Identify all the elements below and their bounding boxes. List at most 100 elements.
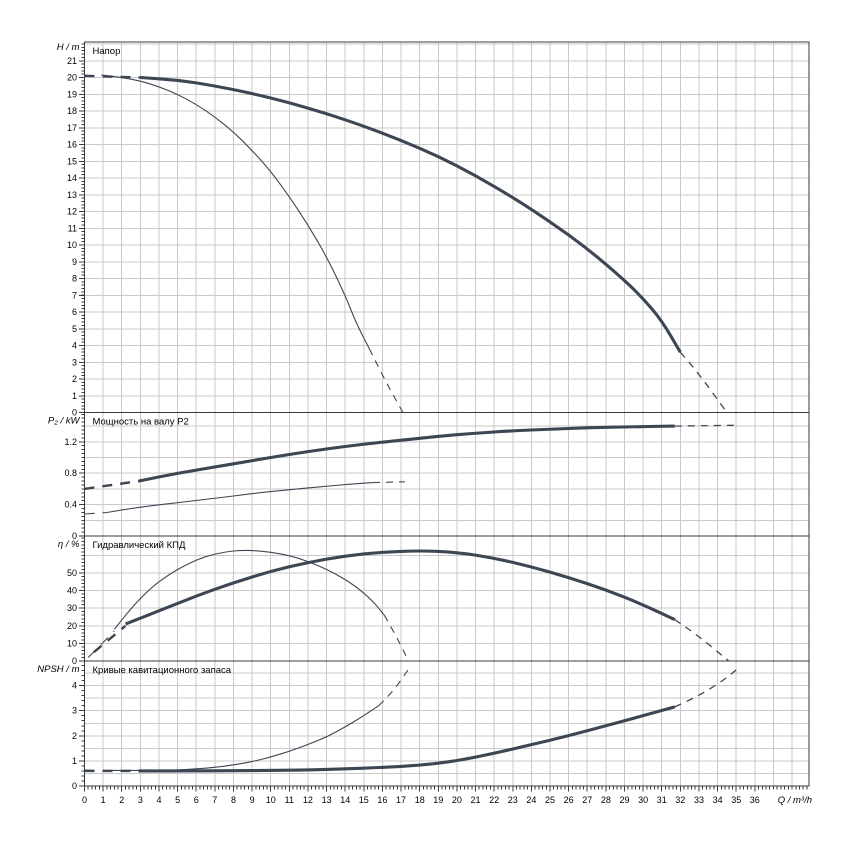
gridlines (84, 42, 809, 786)
power-axis-title: P₂ / kW (48, 416, 81, 427)
npsh-thin-curve-main (106, 705, 380, 771)
x-axis-title: Q / m³/h (778, 795, 812, 806)
x-tick-label: 31 (657, 795, 667, 805)
npsh-y-tick-label: 3 (72, 706, 77, 716)
x-tick-label: 15 (359, 795, 369, 805)
x-tick-label: 13 (322, 795, 332, 805)
npsh-thick-curve-tail (674, 666, 741, 708)
x-tick-label: 14 (340, 795, 350, 805)
efficiency-y-tick-label: 0 (72, 656, 77, 666)
head-axis-title: H / m (57, 42, 80, 53)
efficiency-y-tick-label: 10 (67, 638, 77, 648)
head-y-tick-label: 12 (67, 207, 77, 217)
npsh-y-tick-label: 2 (72, 731, 77, 741)
x-tick-label: 32 (675, 795, 685, 805)
head-y-tick-label: 0 (72, 408, 77, 418)
npsh-y-tick-label: 0 (72, 781, 77, 791)
efficiency-thick-curve-tail (674, 619, 730, 662)
x-tick-label: 24 (526, 795, 536, 805)
power-y-tick-label: 0.4 (64, 500, 77, 510)
power-y-tick-label: 0 (72, 531, 77, 541)
x-tick-label: 18 (415, 795, 425, 805)
head-panel-title: Напор (93, 46, 121, 57)
efficiency-thin-curve-lead (87, 630, 115, 658)
axis-ticks (79, 43, 808, 792)
npsh-axis-title: NPSH / m (37, 664, 79, 675)
power-thick-curve-main (138, 424, 675, 483)
x-tick-label: 34 (713, 795, 723, 805)
x-tick-label: 27 (582, 795, 592, 805)
npsh-thick-curve-main (138, 705, 676, 773)
head-y-tick-label: 21 (67, 56, 77, 66)
head-y-tick-label: 10 (67, 240, 77, 250)
head-thin-curve-main (101, 74, 370, 350)
efficiency-axis-title: η / % (58, 539, 80, 550)
npsh-y-tick-label: 1 (72, 756, 77, 766)
head-y-tick-label: 20 (67, 73, 77, 83)
efficiency-y-tick-label: 50 (67, 568, 77, 578)
head-y-tick-label: 6 (72, 307, 77, 317)
head-y-tick-label: 15 (67, 156, 77, 166)
power-thin-curve-main (106, 482, 374, 514)
x-tick-label: 10 (266, 795, 276, 805)
power-thin-curve-tail (373, 481, 405, 484)
head-y-tick-label: 16 (67, 140, 77, 150)
panel-borders (84, 41, 810, 787)
efficiency-thick-curve-main (124, 549, 676, 626)
x-tick-label: 20 (452, 795, 462, 805)
x-tick-label: 26 (564, 795, 574, 805)
head-y-tick-label: 5 (72, 324, 77, 334)
head-y-tick-label: 3 (72, 357, 77, 367)
head-y-tick-label: 19 (67, 89, 77, 99)
x-tick-label: 11 (285, 795, 294, 805)
x-tick-label: 25 (545, 795, 555, 805)
x-tick-label: 8 (231, 795, 236, 805)
x-tick-label: 33 (694, 795, 704, 805)
x-tick-label: 29 (619, 795, 629, 805)
x-tick-label: 6 (194, 795, 199, 805)
head-thin-curve-tail (368, 348, 404, 413)
x-tick-label: 30 (638, 795, 648, 805)
power-panel-title: Мощность на валу P2 (93, 417, 189, 428)
x-tick-label: 23 (508, 795, 518, 805)
head-y-tick-label: 9 (72, 257, 77, 267)
power-y-tick-label: 0.8 (64, 468, 77, 478)
head-y-tick-label: 4 (72, 341, 77, 351)
x-tick-label: 9 (250, 795, 255, 805)
head-y-tick-label: 2 (72, 374, 77, 384)
efficiency-thin-curve-tail (383, 614, 409, 662)
power-thick-curve-tail (674, 424, 735, 427)
x-tick-label: 21 (470, 795, 480, 805)
x-tick-label: 4 (156, 795, 161, 805)
head-y-tick-label: 1 (72, 391, 77, 401)
efficiency-thick-curve-lead (93, 624, 127, 654)
x-tick-label: 28 (601, 795, 611, 805)
x-tick-label: 22 (489, 795, 499, 805)
head-y-tick-label: 18 (67, 106, 77, 116)
x-tick-label: 19 (433, 795, 443, 805)
x-tick-label: 2 (119, 795, 124, 805)
x-tick-label: 12 (303, 795, 313, 805)
efficiency-y-tick-label: 30 (67, 603, 77, 613)
head-y-tick-label: 17 (67, 123, 77, 133)
head-y-tick-label: 13 (67, 190, 77, 200)
head-y-tick-label: 11 (68, 223, 77, 233)
head-y-tick-label: 8 (72, 274, 77, 284)
x-tick-label: 0 (82, 795, 87, 805)
npsh-y-tick-label: 4 (72, 681, 77, 691)
x-tick-label: 35 (731, 795, 741, 805)
x-tick-label: 16 (377, 795, 387, 805)
x-tick-label: 5 (175, 795, 180, 805)
efficiency-panel-title: Гидравлический КПД (93, 540, 186, 551)
x-tick-label: 7 (212, 795, 217, 805)
efficiency-y-tick-label: 40 (67, 586, 77, 596)
power-thick-curve-lead (84, 479, 139, 491)
npsh-panel-title: Кривые кавитационного запаса (93, 665, 232, 676)
axis-labels: 0123456789101112131415161718192021НапорH… (37, 42, 812, 806)
head-y-tick-label: 14 (67, 173, 77, 183)
power-y-tick-label: 1.2 (64, 437, 77, 447)
head-thick-curve-tail (679, 351, 728, 413)
